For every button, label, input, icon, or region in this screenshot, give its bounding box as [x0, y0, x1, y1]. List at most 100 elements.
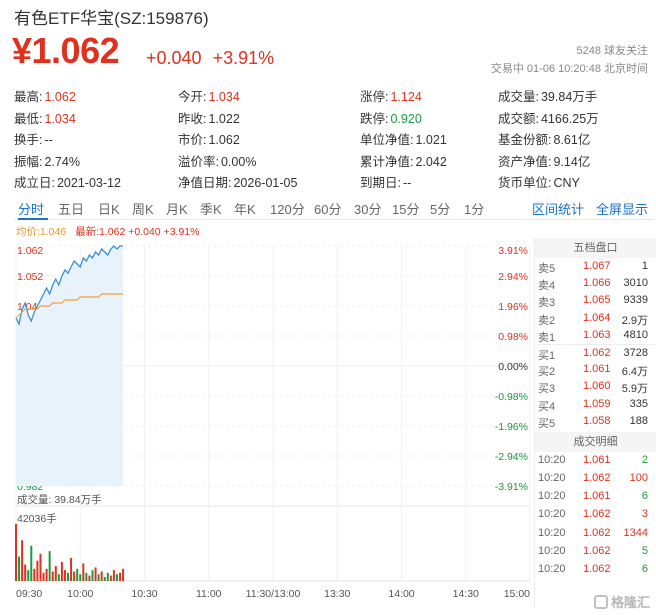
- stat-item: 换手: --: [14, 129, 53, 148]
- volume-bar: [63, 570, 66, 581]
- tab-item[interactable]: 120分: [270, 202, 305, 217]
- order-book-row: 卖5 1.067 1: [535, 258, 656, 275]
- deal-row: 10:20 1.061 6: [535, 488, 656, 506]
- stat-value: --: [402, 176, 412, 191]
- volume-bar: [85, 572, 88, 581]
- pct-tick-label: 3.91%: [498, 245, 528, 257]
- stat-label: 振幅:: [14, 154, 43, 169]
- stat-label: 最低:: [14, 111, 43, 126]
- volume-bar: [51, 571, 54, 581]
- stat-label: 成交额:: [498, 111, 539, 126]
- stat-label: 货币单位:: [498, 176, 552, 191]
- volume-bar: [45, 568, 48, 581]
- volume-bar: [119, 572, 122, 581]
- stats-row: 振幅: 2.74% 溢价率: 0.00% 累计净值: 2.042 资产净值: 9.14亿: [14, 149, 650, 171]
- stat-item: 累计净值: 2.042: [360, 151, 447, 170]
- chart-legend: 均价:1.046 最新:1.062 +0.040 +3.91%: [16, 224, 199, 239]
- volume-bar: [73, 571, 76, 581]
- deal-quantity: 5: [641, 544, 648, 557]
- tab-item[interactable]: 1分: [464, 202, 485, 217]
- change-percent: +3.91%: [212, 48, 275, 68]
- deal-price: 1.062: [583, 563, 611, 575]
- order-quantity: 1: [641, 260, 648, 272]
- deal-price: 1.062: [583, 526, 611, 539]
- avg-price-line: [15, 293, 124, 319]
- stat-label: 最高:: [14, 90, 43, 104]
- tab-item[interactable]: 15分: [392, 202, 420, 217]
- stats-row: 换手: -- 市价: 1.062 单位净值: 1.021 基金份额: 8.61亿: [14, 127, 650, 149]
- time-tick-label: 11:00: [196, 588, 222, 600]
- stat-value: 1.124: [390, 90, 422, 104]
- time-tick-label: 15:00: [504, 588, 530, 600]
- deal-time: 10:20: [538, 544, 566, 557]
- followers-count[interactable]: 5248 球友关注: [576, 45, 648, 57]
- deal-row: 10:20 1.062 6: [535, 561, 656, 579]
- time-tick-label: 14:30: [453, 588, 479, 600]
- stat-label: 单位净值:: [360, 133, 414, 148]
- stat-label: 累计净值:: [360, 154, 414, 169]
- volume-label: 成交量: 39.84万手: [17, 493, 102, 506]
- time-tick-label: 10:00: [67, 588, 93, 600]
- volume-bar: [91, 570, 94, 581]
- volume-bar: [30, 545, 33, 581]
- order-quantity: 3728: [623, 346, 648, 359]
- volume-bar: [42, 572, 45, 581]
- order-price: 1.062: [583, 346, 611, 359]
- tab-item[interactable]: 60分: [314, 202, 342, 217]
- volume-bar: [82, 563, 85, 581]
- tab-item[interactable]: 年K: [234, 202, 256, 217]
- tab-item[interactable]: 五日: [58, 202, 85, 217]
- pct-tick-label: -0.98%: [495, 391, 528, 403]
- tab-item[interactable]: 月K: [166, 202, 188, 217]
- order-price: 1.059: [583, 397, 611, 410]
- volume-bar: [21, 540, 24, 581]
- stat-item: 溢价率: 0.00%: [178, 151, 256, 170]
- order-book-row: 买3 1.060 5.9万: [535, 378, 656, 395]
- pct-tick-label: -2.94%: [495, 451, 528, 463]
- tab-item[interactable]: 分时: [18, 202, 45, 217]
- order-book-panel: 五档盘口 卖5 1.067 1 卖4 1.066 3010 卖3 1.065 9339 卖2 1.06…: [534, 238, 656, 608]
- fullscreen-link[interactable]: 全屏显示: [596, 202, 649, 217]
- watermark: 格隆汇: [593, 592, 650, 611]
- order-level-label: 卖4: [538, 280, 556, 293]
- deal-price: 1.061: [583, 490, 611, 503]
- stat-item: 最低: 1.034: [14, 108, 76, 127]
- stat-item: 振幅: 2.74%: [14, 151, 80, 170]
- pct-tick-label: 0.00%: [498, 361, 528, 373]
- order-book-title: 五档盘口: [535, 238, 656, 258]
- stat-item: 成交量: 39.84万手: [498, 86, 597, 105]
- stat-item: 成立日: 2021-03-12: [14, 172, 121, 191]
- stat-value: 0.00%: [220, 154, 257, 169]
- stat-label: 到期日:: [360, 176, 401, 191]
- latest-price-legend: 最新:1.062 +0.040 +3.91%: [75, 226, 200, 238]
- stat-item: 今开: 1.034: [178, 86, 240, 105]
- price-tick-label: 1.052: [17, 271, 43, 283]
- tab-item[interactable]: 日K: [98, 202, 120, 217]
- range-stats-link[interactable]: 区间统计: [532, 202, 585, 217]
- order-book-row: 卖2 1.064 2.9万: [535, 310, 656, 327]
- stat-item: 涨停: 1.124: [360, 86, 422, 105]
- order-price: 1.058: [583, 414, 611, 427]
- order-price: 1.064: [583, 311, 611, 324]
- stat-label: 净值日期:: [178, 176, 232, 191]
- order-quantity: 335: [629, 397, 648, 410]
- order-quantity: 6.4万: [621, 366, 648, 379]
- order-book-row: 卖4 1.066 3010: [535, 275, 656, 292]
- price-change: +0.040 +3.91%: [146, 48, 280, 69]
- deal-quantity: 3: [641, 508, 648, 521]
- order-level-label: 买3: [538, 383, 556, 396]
- tab-item[interactable]: 周K: [132, 202, 154, 217]
- order-level-label: 卖2: [538, 314, 556, 327]
- stat-label: 市价:: [178, 133, 207, 148]
- tab-item[interactable]: 5分: [430, 202, 451, 217]
- active-tab-underline: [18, 218, 48, 220]
- stat-value: 39.84万手: [540, 90, 598, 104]
- intraday-chart[interactable]: 1.0623.91%1.0522.94%1.0421.96%1.0320.98%…: [0, 236, 534, 606]
- pct-tick-label: -1.96%: [495, 421, 528, 433]
- deals-title: 成交明细: [535, 431, 656, 452]
- order-quantity: 188: [629, 414, 648, 427]
- stat-value: 4166.25万: [540, 111, 599, 126]
- tab-item[interactable]: 季K: [200, 202, 222, 217]
- volume-bar: [94, 567, 97, 581]
- tab-item[interactable]: 30分: [354, 202, 382, 217]
